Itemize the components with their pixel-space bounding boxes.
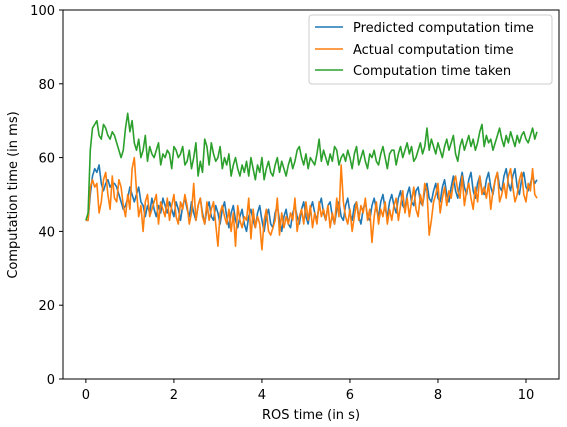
- series-line-1: [85, 156, 538, 251]
- x-tick-label: 2: [170, 388, 178, 403]
- legend-label-taken: Computation time taken: [353, 64, 511, 79]
- y-tick-label: 80: [38, 78, 55, 93]
- x-axis-label: ROS time (in s): [262, 408, 360, 423]
- series-line-2: [85, 112, 538, 221]
- x-tick-label: 4: [258, 388, 266, 403]
- x-tick-label: 10: [518, 388, 535, 403]
- series-line-0: [85, 164, 538, 233]
- x-tick-label: 6: [346, 388, 354, 403]
- legend-box: [308, 14, 553, 85]
- y-tick-label: 0: [47, 373, 55, 388]
- y-axis: 0 20 40 60 80 100: [30, 4, 63, 388]
- y-axis-label: Computation time (in ms): [6, 111, 21, 278]
- y-tick-label: 60: [38, 152, 55, 167]
- legend: Predicted computation time Actual comput…: [308, 14, 553, 85]
- x-tick-label: 8: [434, 388, 442, 403]
- legend-label-predicted: Predicted computation time: [353, 21, 534, 36]
- legend-label-actual: Actual computation time: [353, 43, 514, 58]
- y-tick-label: 100: [30, 4, 55, 19]
- series-layer: [85, 112, 538, 251]
- plot-area-frame: [62, 9, 560, 380]
- y-tick-label: 20: [38, 299, 55, 314]
- x-axis: 0 2 4 6 8 10: [82, 379, 535, 403]
- y-tick-label: 40: [38, 225, 55, 240]
- x-tick-label: 0: [82, 388, 90, 403]
